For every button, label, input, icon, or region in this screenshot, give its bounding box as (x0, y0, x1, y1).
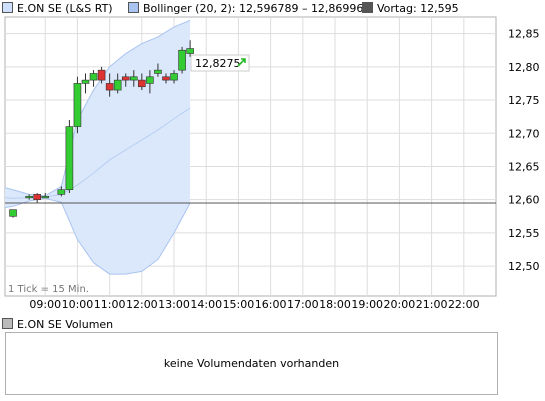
x-tick-label: 20:00 (384, 298, 416, 311)
last-price-callout: 12,8275 (190, 54, 250, 72)
candle-body (121, 76, 130, 81)
x-tick-label: 11:00 (94, 298, 126, 311)
candle-body (154, 69, 162, 74)
candle-body (57, 189, 66, 195)
x-tick-label: 18:00 (319, 298, 351, 311)
candle-body (138, 79, 146, 88)
x-tick-label: 16:00 (255, 298, 287, 311)
tick-interval-note: 1 Tick = 15 Min. (8, 284, 89, 295)
volume-legend-label: E.ON SE Volumen (17, 318, 114, 331)
candle-body (186, 48, 194, 54)
legend-instrument-label: E.ON SE (L&S RT) (17, 2, 113, 15)
x-tick-label: 19:00 (351, 298, 383, 311)
volume-legend: E.ON SE Volumen (2, 318, 114, 331)
candle-body (89, 73, 98, 81)
x-tick-label: 14:00 (190, 298, 222, 311)
x-axis-ticks: 09:00 10:00 11:00 12:00 13:00 14:00 15:00 16:00… (29, 298, 479, 311)
up-arrow-icon (237, 58, 246, 67)
bollinger-lower-line (4, 197, 191, 275)
x-tick-label: 15:00 (223, 298, 255, 311)
instrument-swatch-icon (2, 2, 13, 13)
legend-bollinger-label: Bollinger (20, 2): 12,596789 – 12,869961 (143, 2, 371, 15)
candle-body (170, 73, 178, 81)
candle-body (65, 126, 74, 191)
x-tick-label: 22:00 (448, 298, 480, 311)
y-tick-label: 12,65 (508, 160, 540, 173)
candle-body (178, 49, 186, 71)
candle-body (97, 69, 106, 81)
legend-prev-close-label: Vortag: 12,595 (377, 2, 459, 15)
candle-body (113, 79, 122, 91)
y-axis-ticks: 12,85 12,80 12,75 12,70 12,65 12,60 12,55 12,50 (508, 28, 540, 274)
last-price-label: 12,8275 (195, 57, 241, 70)
last-price-box (190, 54, 250, 72)
candles (9, 40, 194, 218)
candle-body (146, 76, 154, 84)
chart-legend: E.ON SE (L&S RT) Bollinger (20, 2): 12,5… (0, 0, 545, 16)
candle-body (105, 83, 114, 91)
x-tick-label: 13:00 (158, 298, 190, 311)
volume-panel: keine Volumendaten vorhanden (5, 332, 498, 395)
candle-body (162, 76, 170, 81)
y-tick-label: 12,85 (508, 28, 540, 41)
x-tick-label: 12:00 (126, 298, 158, 311)
candle-body (129, 76, 138, 81)
y-tick-label: 12,70 (508, 127, 540, 140)
candle-body (25, 196, 33, 199)
y-tick-label: 12,80 (508, 61, 540, 74)
y-tick-label: 12,50 (508, 260, 540, 273)
x-tick-label: 09:00 (29, 298, 61, 311)
y-tick-label: 12,55 (508, 227, 540, 240)
prev-close-swatch-icon (362, 2, 373, 13)
bollinger-upper-line (4, 19, 191, 197)
volume-swatch-icon (2, 318, 13, 329)
price-chart: 12,85 12,80 12,75 12,70 12,65 12,60 12,55 12,50… (4, 16, 540, 311)
x-tick-label: 17:00 (287, 298, 319, 311)
legend-instrument: E.ON SE (L&S RT) (2, 2, 113, 15)
candle-body (73, 83, 82, 127)
volume-empty-message: keine Volumendaten vorhanden (163, 357, 340, 370)
candle-body (9, 209, 17, 217)
x-tick-label: 10:00 (62, 298, 94, 311)
legend-bollinger: Bollinger (20, 2): 12,596789 – 12,869961 (128, 2, 371, 15)
bollinger-swatch-icon (128, 2, 139, 13)
candle-body (33, 194, 41, 200)
y-tick-label: 12,75 (508, 94, 540, 107)
y-tick-label: 12,60 (508, 194, 540, 207)
x-tick-label: 21:00 (416, 298, 448, 311)
legend-prev-close: Vortag: 12,595 (362, 2, 459, 15)
candle-body (81, 79, 90, 84)
candle-body (41, 196, 50, 199)
